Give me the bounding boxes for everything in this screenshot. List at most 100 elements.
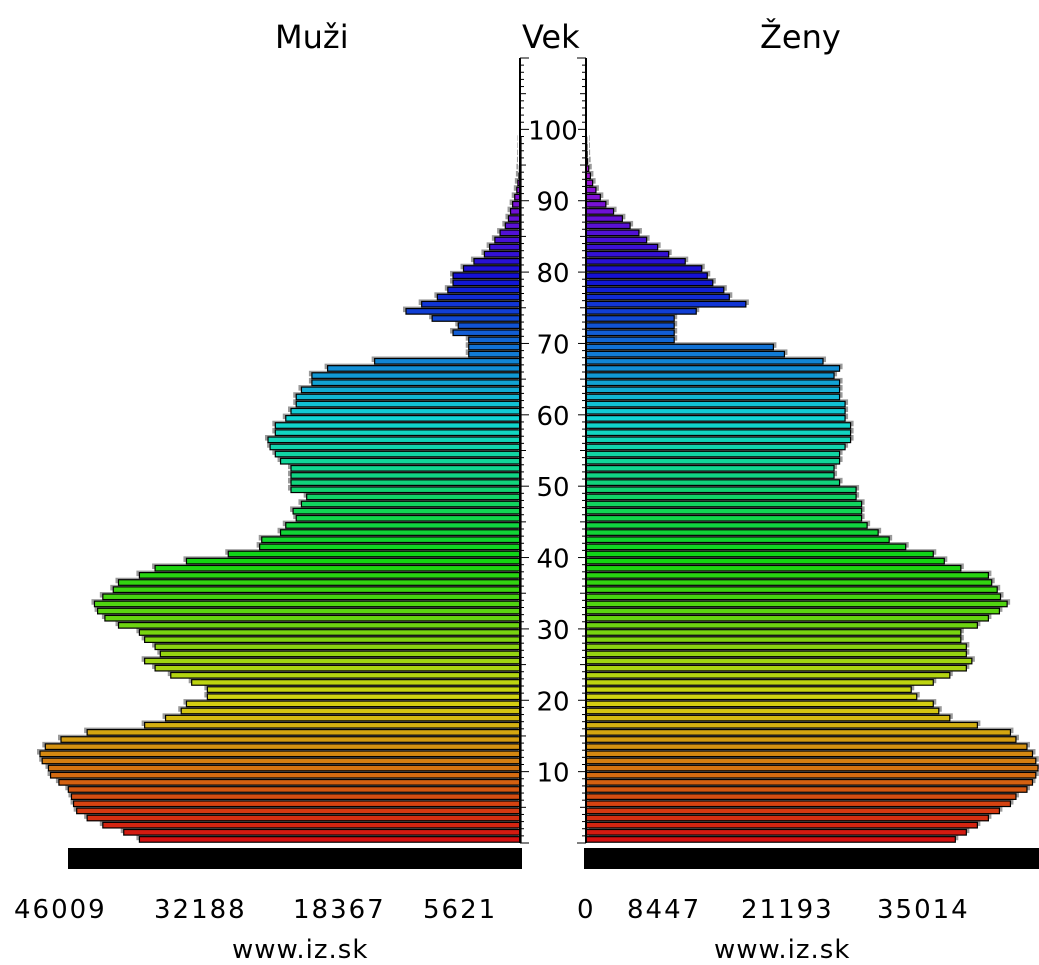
female-bar bbox=[585, 800, 1012, 808]
male-bar bbox=[60, 736, 522, 743]
male-bar-shadow bbox=[515, 170, 518, 177]
x-tick-label: 18367 bbox=[293, 895, 386, 925]
male-bar bbox=[290, 486, 522, 494]
female-bar bbox=[585, 415, 846, 422]
age-tick-label: 50 bbox=[536, 473, 569, 503]
male-bar bbox=[290, 472, 522, 479]
male-bar bbox=[499, 229, 522, 237]
female-bar bbox=[585, 500, 863, 508]
female-bar-shadow bbox=[589, 163, 592, 170]
female-bar bbox=[585, 650, 967, 658]
female-bar bbox=[585, 579, 993, 586]
male-bar bbox=[300, 386, 522, 394]
female-base-strip bbox=[584, 848, 1039, 869]
male-bar bbox=[431, 315, 522, 322]
female-bar bbox=[585, 265, 703, 272]
female-bar bbox=[585, 529, 879, 536]
female-bar bbox=[585, 621, 978, 629]
male-bar bbox=[274, 429, 522, 437]
male-bar bbox=[452, 272, 522, 280]
male-bar bbox=[39, 750, 522, 758]
male-bar bbox=[436, 293, 522, 301]
male-bar bbox=[285, 415, 522, 422]
age-tick-label: 70 bbox=[536, 330, 569, 360]
female-bar bbox=[585, 693, 918, 701]
female-bar bbox=[585, 572, 989, 579]
female-bar bbox=[585, 286, 725, 294]
female-bar bbox=[585, 429, 852, 437]
age-tick-label: 80 bbox=[536, 259, 569, 289]
female-bar bbox=[585, 258, 686, 265]
female-bar bbox=[585, 343, 775, 351]
female-bar bbox=[585, 486, 857, 494]
female-bar bbox=[585, 222, 631, 230]
source-credit-left: www.iz.sk bbox=[232, 935, 369, 965]
female-bar bbox=[585, 557, 945, 565]
female-bar bbox=[585, 479, 841, 486]
male-bar bbox=[191, 679, 522, 686]
source-credit-right: www.iz.sk bbox=[714, 935, 851, 965]
age-label-bg bbox=[530, 758, 578, 785]
male-bar bbox=[185, 557, 522, 565]
age-tick-label: 90 bbox=[536, 188, 569, 218]
female-bar bbox=[585, 443, 846, 451]
male-bar bbox=[154, 664, 522, 672]
female-bar-shadow bbox=[589, 149, 591, 156]
female-bar bbox=[585, 778, 1034, 786]
female-bar-shadow bbox=[589, 170, 594, 177]
male-bar bbox=[76, 807, 522, 815]
female-bar bbox=[585, 208, 615, 215]
female-bar bbox=[585, 600, 1008, 608]
female-bar bbox=[585, 550, 934, 558]
age-label-bg bbox=[530, 615, 578, 642]
male-bar bbox=[300, 500, 522, 508]
age-tick-label: 40 bbox=[536, 545, 569, 575]
age-label-bg bbox=[530, 116, 578, 143]
male-bar bbox=[138, 572, 522, 579]
male-bar-shadow bbox=[517, 149, 518, 156]
male-bar bbox=[154, 643, 522, 651]
male-bar-shadow bbox=[514, 178, 518, 184]
male-bar bbox=[457, 322, 522, 329]
male-bar bbox=[159, 650, 522, 658]
male-bar-shadow bbox=[516, 163, 518, 170]
female-bar bbox=[585, 279, 714, 287]
male-bar bbox=[267, 436, 522, 444]
male-bar bbox=[326, 365, 522, 372]
x-tick-label: 46009 bbox=[14, 895, 107, 925]
male-bar bbox=[123, 828, 522, 836]
female-bar bbox=[585, 300, 747, 308]
age-label-bg bbox=[530, 330, 578, 357]
male-header: Muži bbox=[275, 18, 349, 56]
age-label-bg bbox=[530, 473, 578, 500]
male-bar bbox=[164, 714, 522, 722]
female-bar bbox=[585, 272, 708, 280]
female-bar bbox=[585, 593, 1002, 601]
female-bar bbox=[585, 493, 857, 501]
female-bar bbox=[585, 771, 1037, 779]
male-bar bbox=[452, 329, 522, 337]
male-bar bbox=[170, 671, 522, 679]
female-bar bbox=[585, 472, 835, 479]
male-bar bbox=[285, 522, 522, 529]
male-bar bbox=[180, 707, 522, 715]
male-bar bbox=[86, 814, 522, 822]
male-bar bbox=[93, 600, 522, 608]
age-label-bg bbox=[530, 259, 578, 286]
male-bar bbox=[227, 550, 522, 558]
female-bar bbox=[585, 372, 835, 379]
female-bar bbox=[585, 400, 846, 408]
female-bar bbox=[585, 721, 978, 729]
female-bar bbox=[585, 564, 962, 572]
female-bar bbox=[585, 357, 824, 365]
male-bar bbox=[58, 778, 522, 786]
x-tick-label: 0 bbox=[577, 895, 596, 925]
male-bar bbox=[144, 721, 522, 729]
female-bar bbox=[585, 836, 956, 843]
male-bars bbox=[37, 135, 522, 843]
male-bar-shadow bbox=[513, 185, 518, 191]
female-bar bbox=[585, 450, 841, 458]
female-bar bbox=[585, 686, 912, 693]
female-header: Ženy bbox=[760, 18, 841, 56]
female-bar bbox=[585, 307, 697, 315]
